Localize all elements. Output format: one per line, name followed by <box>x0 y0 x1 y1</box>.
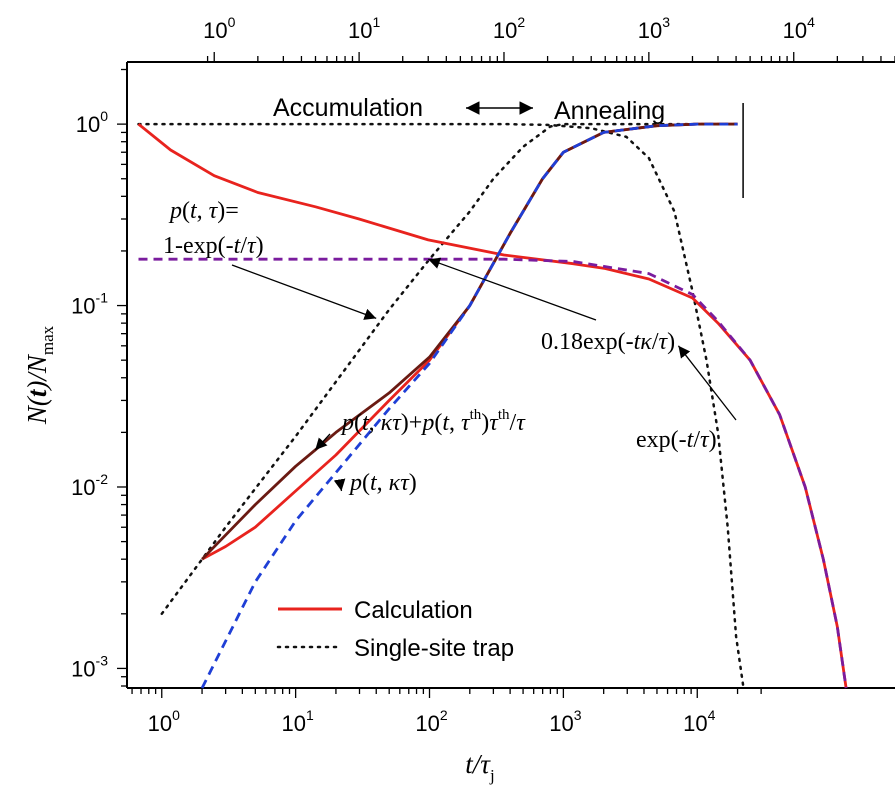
series-0-18exp-t <box>138 257 848 689</box>
annotation-p-combined: p(t, κτ)+p(t, τth)τth/τ <box>340 407 526 436</box>
series-layer <box>137 122 848 690</box>
series-p-t <box>200 122 738 689</box>
annotation-p-single-line1: p(t, τ)= <box>168 198 239 224</box>
top-x-tick-label: 104 <box>783 14 815 43</box>
annotation-arrow-p-kappa <box>333 478 346 492</box>
annotation-arrow-exp-kappa <box>427 257 597 321</box>
y-axis-title: N(t)/Nmax <box>22 325 57 425</box>
top-x-tick-label: 102 <box>493 14 525 43</box>
top-x-tick-label: 103 <box>638 14 670 43</box>
legend-label-single-site: Single-site trap <box>354 635 514 662</box>
y-tick-label: 100 <box>76 108 108 137</box>
top-x-tick-label: 101 <box>348 14 380 43</box>
series-single-site-trap <box>160 122 739 616</box>
tick-labels: 100 101 102 103 104 100 101 102 103 104 100 10-1 10-… <box>71 14 815 736</box>
x-tick-label: 104 <box>683 707 715 736</box>
annotation-p-kappa: p(t, κτ) <box>348 470 417 496</box>
annotation-arrow-p-single <box>231 264 377 320</box>
axis-ticks <box>117 52 895 698</box>
legend: Calculation Single-site trap <box>276 597 514 662</box>
annotations: p(t, τ)= 1-exp(-t/τ) p(t, κτ)+p(t, τth)τ… <box>163 198 737 496</box>
x-tick-label: 100 <box>148 707 180 736</box>
y-tick-label: 10-1 <box>71 290 108 319</box>
x-tick-label: 103 <box>549 707 581 736</box>
y-tick-label: 10-3 <box>71 652 108 681</box>
annealing-label: Annealing <box>554 97 665 125</box>
legend-label-calculation: Calculation <box>354 597 473 624</box>
annotation-arrow-p-combined <box>314 433 331 451</box>
x-axis-title: t/τj <box>465 749 494 785</box>
annotation-arrow-exp-single <box>677 345 737 421</box>
x-tick-label: 101 <box>281 707 313 736</box>
y-tick-label: 10-2 <box>71 471 108 500</box>
annotation-exp-single: exp(-t/τ) <box>636 427 717 453</box>
annotation-exp-kappa: 0.18exp(-tκ/τ) <box>541 329 675 355</box>
x-tick-label: 102 <box>415 707 447 736</box>
annotation-p-single-line2: 1-exp(-t/τ) <box>163 233 264 259</box>
series-exp-t-single-site <box>137 122 745 690</box>
top-x-tick-label: 100 <box>203 14 235 43</box>
accumulation-label: Accumulation <box>273 94 423 122</box>
